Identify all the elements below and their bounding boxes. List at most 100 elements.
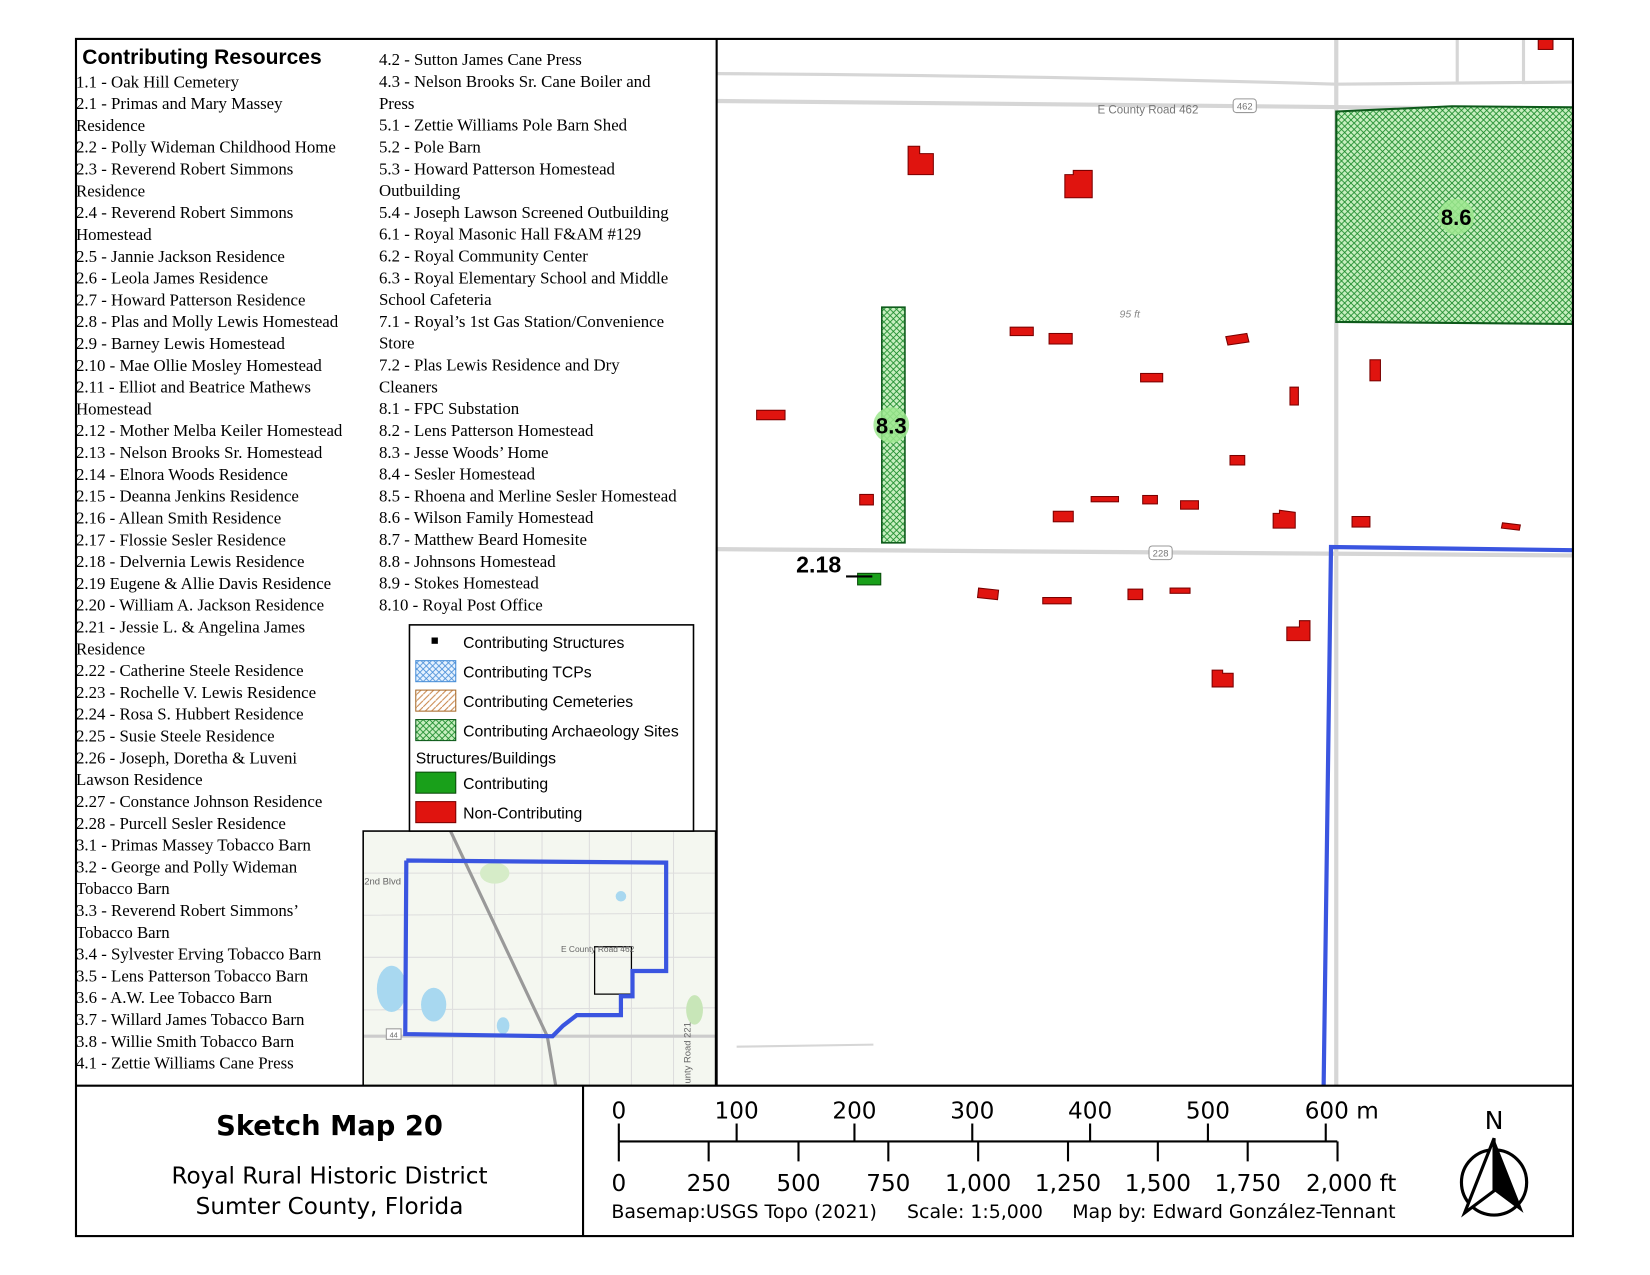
north-label: N (1485, 1106, 1504, 1135)
list-line: 2.9 - Barney Lewis Homestead (76, 334, 285, 353)
list-line: 8.2 - Lens Patterson Homestead (379, 421, 594, 440)
list-line: 8.9 - Stokes Homestead (379, 574, 539, 593)
list-line: Lawson Residence (76, 770, 203, 789)
list-line: 3.2 - George and Polly Wideman (76, 857, 298, 876)
list-line: 3.1 - Primas Massey Tobacco Barn (76, 836, 312, 855)
contributing-building (857, 572, 882, 586)
scale-label: 500 (1186, 1098, 1230, 1124)
list-line: 2.24 - Rosa S. Hubbert Residence (76, 705, 304, 724)
legend: Contributing Structures Contributing TCP… (408, 624, 695, 832)
list-line: 2.23 - Rochelle V. Lewis Residence (76, 683, 316, 702)
district-boundary (1321, 544, 1573, 1086)
list-line: 8.7 - Matthew Beard Homesite (379, 530, 587, 549)
list-line: 7.1 - Royal’s 1st Gas Station/Convenienc… (379, 312, 664, 331)
resource-list: 1.1 - Oak Hill Cemetery 2.1 - Primas and … (76, 50, 677, 1072)
list-line: 1.1 - Oak Hill Cemetery (76, 72, 240, 91)
list-line: 4.2 - Sutton James Cane Press (379, 50, 582, 69)
list-line: Cleaners (379, 377, 438, 396)
scale-label: 1,500 (1125, 1171, 1191, 1197)
legend-item: Contributing TCPs (463, 664, 592, 681)
list-line: 2.27 - Constance Johnson Residence (76, 792, 322, 811)
scale-label: 2,000 ft (1306, 1171, 1396, 1197)
list-line: 2.15 - Deanna Jenkins Residence (76, 487, 299, 506)
list-line: 3.5 - Lens Patterson Tobacco Barn (76, 966, 309, 985)
list-line: 8.5 - Rhoena and Merline Sesler Homestea… (379, 486, 677, 505)
legend-item: Contributing (463, 776, 548, 793)
list-line: 2.25 - Susie Steele Residence (76, 727, 275, 746)
site-label: 8.6 (1441, 205, 1472, 230)
list-line: Homestead (76, 225, 152, 244)
scale-label: 1,250 (1035, 1171, 1101, 1197)
list-line: Store (379, 334, 415, 353)
list-line: 6.3 - Royal Elementary School and Middle (379, 268, 668, 287)
list-line: Residence (76, 116, 145, 135)
elevation-label: 95 ft (1120, 309, 1142, 321)
list-line: 2.14 - Elnora Woods Residence (76, 465, 288, 484)
frame (74, 37, 1575, 1238)
list-line: 2.4 - Reverend Robert Simmons (76, 203, 293, 222)
scale-label: 0 (611, 1171, 626, 1197)
list-line: Outbuilding (379, 181, 461, 200)
list-line: 2.11 - Elliot and Beatrice Mathews (76, 378, 311, 397)
scale-label: 100 (715, 1098, 759, 1124)
legend-item: Contributing Archaeology Sites (463, 723, 679, 740)
list-line: 7.2 - Plas Lewis Residence and Dry (379, 356, 620, 375)
list-line: 2.18 - Delvernia Lewis Residence (76, 552, 305, 571)
list-line: 2.17 - Flossie Sesler Residence (76, 530, 286, 549)
list-line: 2.2 - Polly Wideman Childhood Home (76, 138, 336, 157)
scale-label: 250 (687, 1171, 731, 1197)
scale-label: 300 (950, 1098, 994, 1124)
legend-item: Contributing Cemeteries (463, 694, 633, 711)
list-line: 8.10 - Royal Post Office (379, 595, 543, 614)
list-line: 2.21 - Jessie L. & Angelina James (76, 618, 305, 637)
list-line: Tobacco Barn (76, 923, 170, 942)
road-label: E County Road 462 (1097, 105, 1198, 117)
legend-item: Contributing Structures (463, 635, 624, 652)
list-line: 6.2 - Royal Community Center (379, 246, 588, 265)
list-line: 5.2 - Pole Barn (379, 137, 481, 156)
list-line: 2.5 - Jannie Jackson Residence (76, 247, 285, 266)
list-line: Residence (76, 639, 145, 658)
list-line: 2.20 - William A. Jackson Residence (76, 596, 324, 615)
list-line: 4.3 - Nelson Brooks Sr. Cane Boiler and (379, 72, 651, 91)
list-line: 4.1 - Zettie Williams Cane Press (76, 1054, 294, 1073)
scale-label: 1,000 (945, 1171, 1011, 1197)
site-label: 2.18 (796, 551, 841, 577)
list-line: 2.28 - Purcell Sesler Residence (76, 814, 286, 833)
list-line: 8.8 - Johnsons Homestead (379, 552, 556, 571)
list-line: 2.13 - Nelson Brooks Sr. Homestead (76, 443, 323, 462)
list-line: 5.1 - Zettie Williams Pole Barn Shed (379, 116, 628, 135)
scale-label: 600 m (1305, 1098, 1379, 1124)
scale-text: Scale: 1:5,000 (907, 1201, 1043, 1223)
list-line: 2.1 - Primas and Mary Massey (76, 94, 283, 113)
buildings (756, 38, 1554, 688)
site-label: 8.3 (876, 413, 907, 438)
list-line: Press (379, 94, 415, 113)
subtitle: Sumter County, Florida (196, 1194, 464, 1220)
list-line: 8.3 - Jesse Woods’ Home (379, 443, 549, 462)
road-shield: 462 (1237, 101, 1253, 112)
scale-label: 0 (611, 1098, 626, 1124)
list-line: 2.22 - Catherine Steele Residence (76, 661, 304, 680)
scale-bar: 0 100 200 300 400 500 600 m 0 250 500 750 1,000 1,25… (611, 1098, 1396, 1197)
scale-label: 750 (866, 1171, 910, 1197)
basemap-credit: Basemap:USGS Topo (2021) (611, 1201, 876, 1223)
list-line: 3.4 - Sylvester Erving Tobacco Barn (76, 945, 322, 964)
list-line: 5.4 - Joseph Lawson Screened Outbuilding (379, 203, 669, 222)
scale-label: 1,750 (1215, 1171, 1281, 1197)
list-line: 2.16 - Allean Smith Residence (76, 508, 281, 527)
list-line: Homestead (76, 399, 152, 418)
scale-label: 500 (776, 1171, 820, 1197)
list-line: 8.6 - Wilson Family Homestead (379, 508, 594, 527)
map-title: Sketch Map 20 (216, 1111, 443, 1142)
list-line: 3.7 - Willard James Tobacco Barn (76, 1010, 305, 1029)
legend-item: Non-Contributing (463, 805, 582, 822)
list-line: Tobacco Barn (76, 879, 170, 898)
list-line: 5.3 - Howard Patterson Homestead (379, 159, 616, 178)
list-line: 2.6 - Leola James Residence (76, 269, 268, 288)
list-line: 3.8 - Willie Smith Tobacco Barn (76, 1032, 295, 1051)
subtitle: Royal Rural Historic District (171, 1163, 487, 1189)
scale-label: 400 (1068, 1098, 1112, 1124)
list-line: 2.8 - Plas and Molly Lewis Homestead (76, 312, 339, 331)
